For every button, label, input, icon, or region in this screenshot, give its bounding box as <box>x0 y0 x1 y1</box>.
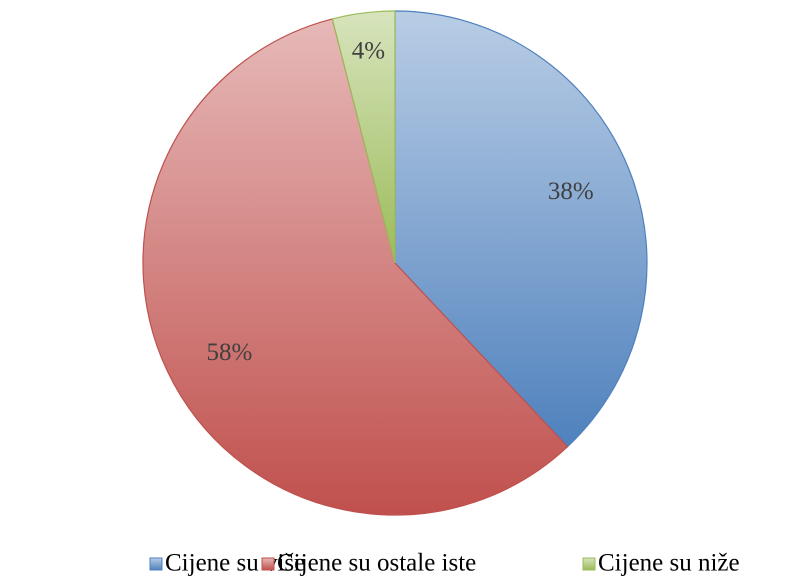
data-label: 38% <box>548 178 594 205</box>
data-label: 58% <box>206 339 252 366</box>
data-label: 4% <box>352 38 385 65</box>
legend-label: Cijene su ostale iste <box>277 550 476 577</box>
pie-slice <box>394 10 648 448</box>
legend-label: Cijene su više <box>165 550 305 577</box>
pie-slice <box>142 18 569 516</box>
legend-swatch <box>149 557 163 571</box>
pie-slice <box>331 10 396 264</box>
legend-swatch <box>261 557 275 571</box>
legend-swatch <box>582 557 596 571</box>
legend-label: Cijene su niže <box>598 550 740 577</box>
